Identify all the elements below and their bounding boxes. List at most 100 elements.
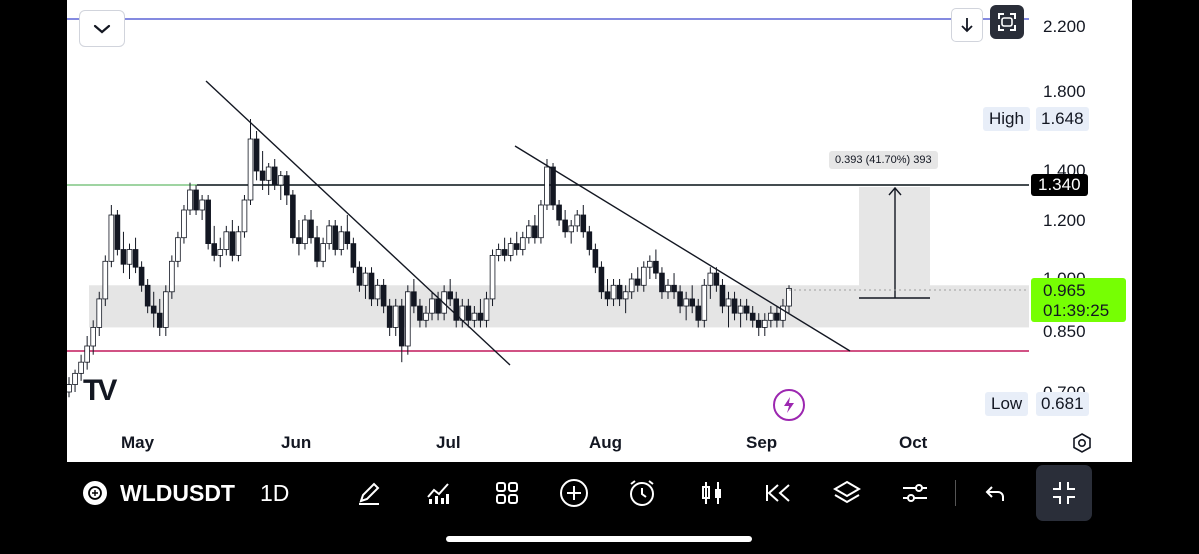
candle-body [774, 312, 780, 321]
candle-body [320, 243, 326, 262]
candle-body [683, 298, 689, 307]
candle-body [640, 266, 647, 286]
scroll-to-latest-button[interactable] [951, 8, 983, 42]
candle-body [72, 372, 78, 385]
candle-body [556, 204, 562, 221]
candle-body [356, 266, 363, 286]
candle-body [405, 291, 411, 347]
candle-body [780, 305, 786, 321]
candle-body [138, 266, 145, 286]
candle-body [604, 291, 611, 300]
candle-body [610, 284, 617, 300]
exit-fullscreen-button[interactable] [1036, 465, 1092, 521]
candle-body [580, 214, 587, 233]
candle-body [229, 231, 236, 256]
candle-body [253, 138, 260, 172]
candle-body [169, 260, 175, 293]
bar-countdown: 01:39:25 [1043, 301, 1110, 320]
candle-body [259, 170, 266, 181]
candle-body [132, 249, 139, 268]
candle-body [338, 231, 345, 250]
settings-sliders-icon[interactable] [899, 477, 931, 509]
candle-body [102, 260, 109, 300]
last-price-value: 0.965 [1043, 281, 1086, 300]
candle-body [368, 272, 375, 300]
candle-body [622, 291, 629, 300]
candle-body [695, 305, 702, 321]
chart-settings-icon[interactable] [1071, 432, 1093, 454]
candle-body [743, 305, 750, 314]
time-tick: May [121, 433, 155, 452]
collapse-toggle-button[interactable] [79, 10, 125, 47]
candle-body [526, 225, 532, 239]
home-indicator [446, 536, 752, 542]
candle-body [380, 284, 387, 307]
time-tick: Oct [899, 433, 928, 452]
candle-body [707, 272, 714, 286]
candle-body [144, 284, 151, 307]
candle-body [96, 298, 103, 328]
draw-pen-icon[interactable] [353, 477, 385, 509]
candle-body [647, 260, 653, 268]
layouts-grid-icon[interactable] [491, 477, 523, 509]
candle-body [386, 305, 393, 328]
candle-body [350, 243, 357, 268]
chart-screen[interactable]: 2.200 1.800 1.400 1.200 1.000 0.850 0.70… [67, 0, 1132, 462]
candle-body [477, 312, 484, 321]
candle-body [392, 305, 399, 328]
last-price-tag: 0.965 01:39:25 [1031, 278, 1126, 322]
layers-icon[interactable] [831, 477, 863, 509]
candle-body [447, 291, 453, 300]
chevron-down-icon [93, 24, 111, 33]
candle-body [241, 199, 248, 233]
lightning-icon[interactable] [773, 389, 805, 421]
candle-body [628, 278, 635, 293]
replay-icon[interactable] [763, 477, 795, 509]
candles-icon[interactable] [696, 477, 728, 509]
arrow-down-icon [961, 18, 973, 33]
candle-body [302, 219, 308, 245]
candle-body [120, 249, 127, 265]
candle-body [332, 225, 339, 250]
candle-body [398, 305, 405, 347]
candle-body [205, 199, 211, 244]
price-tick: 1.800 [1043, 82, 1086, 101]
measure-arrow-head [888, 186, 902, 196]
candle-body [156, 312, 163, 328]
candle-body [175, 237, 181, 262]
candle-body [441, 291, 447, 314]
candle-body [495, 249, 502, 256]
candle-body [265, 166, 272, 181]
symbol-name[interactable]: WLDUSDT [120, 480, 235, 506]
candle-body [725, 298, 732, 307]
candle-body [284, 175, 290, 196]
candle-body [483, 298, 490, 321]
candle-body [768, 312, 774, 321]
indicators-icon[interactable] [422, 477, 454, 509]
candle-body [507, 243, 514, 256]
fullscreen-button[interactable] [990, 5, 1024, 39]
time-tick: Sep [746, 433, 778, 452]
candle-body [532, 225, 538, 239]
fullscreen-icon [998, 13, 1016, 31]
candle-body [719, 284, 726, 307]
candle-body [471, 312, 478, 321]
undo-icon[interactable] [979, 477, 1011, 509]
candle-body [193, 189, 199, 211]
alarm-clock-icon[interactable] [626, 477, 658, 509]
high-label: High [989, 109, 1024, 128]
add-icon[interactable] [558, 477, 590, 509]
candle-body [423, 312, 429, 321]
candle-body [453, 298, 460, 321]
candle-body [665, 284, 671, 293]
candle-body [755, 319, 762, 328]
candle-body [187, 189, 193, 211]
candle-body [562, 219, 568, 233]
candle-body [489, 254, 496, 300]
price-chart[interactable] [67, 0, 1132, 462]
candle-body [586, 231, 593, 250]
candle-body [199, 199, 205, 211]
interval-button[interactable]: 1D [260, 480, 290, 506]
candle-body [163, 291, 169, 328]
price-tick: 0.850 [1043, 322, 1086, 341]
